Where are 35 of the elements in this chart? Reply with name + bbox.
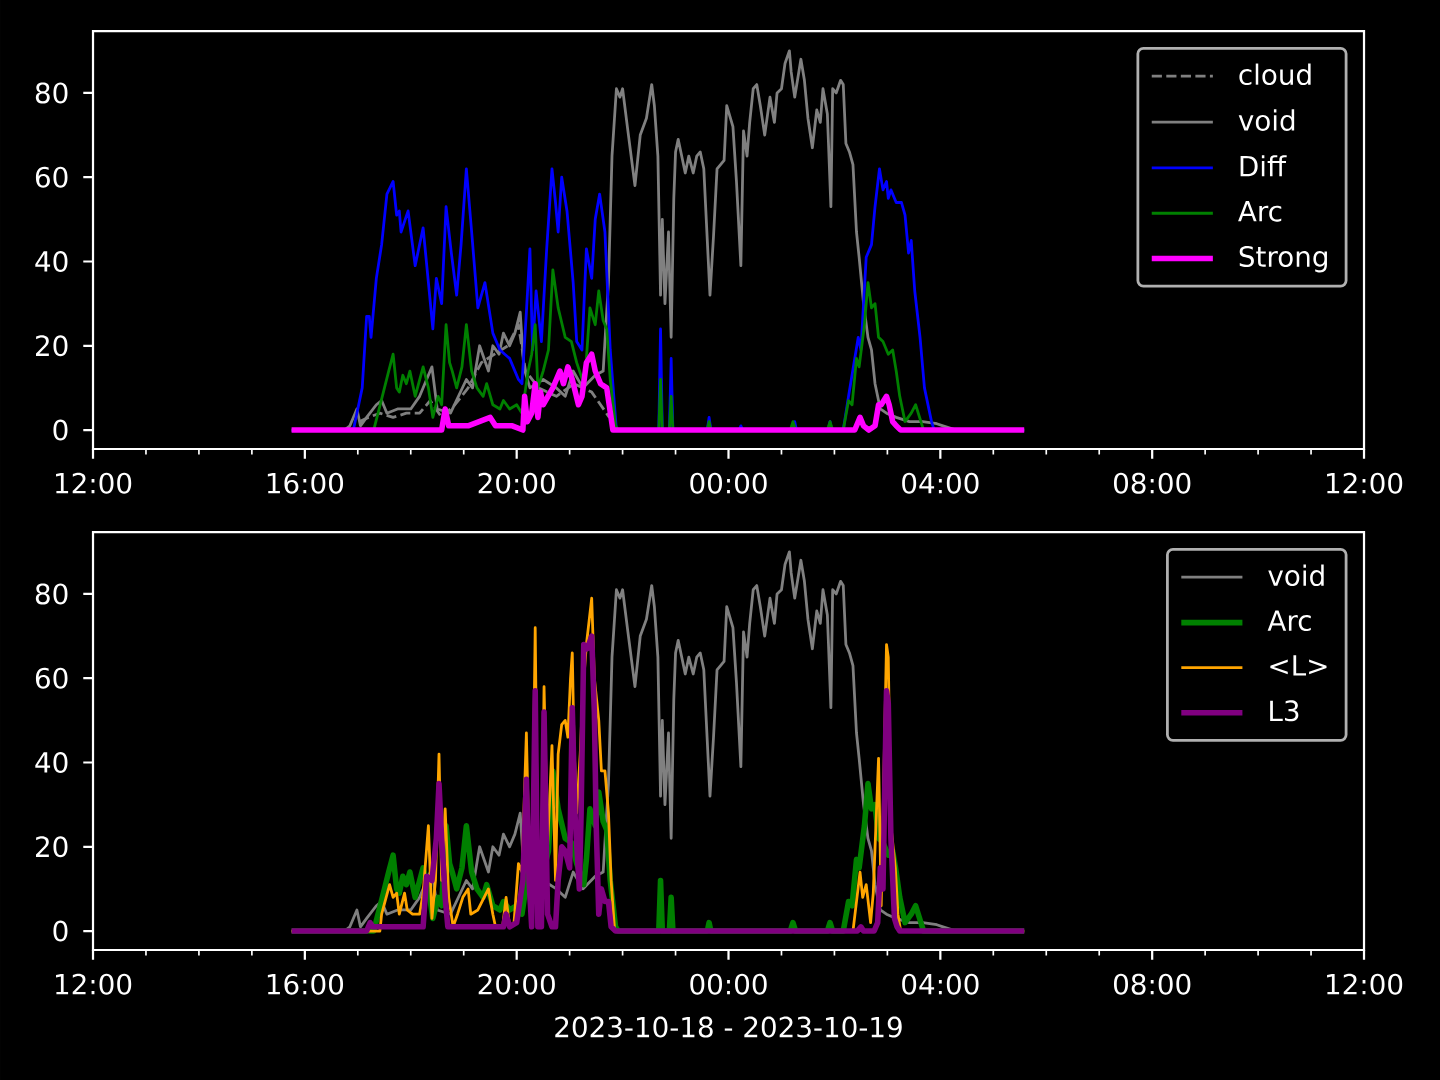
x-tick-label: 08:00 [1113, 472, 1191, 494]
y-tick-label: 40 [35, 250, 68, 272]
y-tick-label: 80 [35, 583, 68, 605]
legend-label: Diff [1240, 155, 1287, 177]
legend-label: cloud [1239, 63, 1311, 86]
line-series [358, 323, 611, 423]
x-tick-label: 20:00 [478, 472, 555, 494]
x-tick-label: 16:00 [267, 973, 344, 995]
x-tick-label: 04:00 [902, 472, 979, 494]
y-tick-label: 60 [35, 166, 68, 188]
legend-label: Arc [1267, 610, 1311, 632]
x-tick-label: 20:00 [478, 973, 555, 995]
y-tick-label: 20 [36, 836, 68, 858]
y-tick-label: 60 [35, 667, 68, 689]
legend-label: void [1238, 109, 1295, 131]
x-tick-label: 16:00 [267, 472, 344, 494]
y-tick-label: 0 [53, 419, 68, 441]
y-tick-label: 0 [53, 920, 68, 942]
x-tick-label: 12:00 [56, 472, 132, 494]
x-tick-label: 08:00 [1113, 973, 1191, 995]
x-tick-label: 12:00 [56, 973, 132, 995]
x-tick-label: 12:00 [1327, 973, 1403, 995]
x-tick-label: 12:00 [1327, 472, 1403, 494]
legend-label: <L> [1270, 655, 1327, 676]
x-tick-label: 00:00 [690, 973, 767, 995]
y-tick-label: 40 [35, 751, 68, 773]
x-axis-title: 2023-10-18 - 2023-10-19 [555, 1016, 902, 1038]
legend-label: void [1268, 564, 1324, 587]
legend-label: Strong [1239, 245, 1327, 273]
y-tick-label: 20 [36, 335, 68, 357]
x-tick-label: 04:00 [902, 973, 979, 995]
legend-label: Arc [1238, 201, 1282, 222]
legend-label: L3 [1270, 700, 1299, 722]
y-tick-label: 80 [35, 82, 68, 104]
x-tick-label: 00:00 [690, 472, 767, 494]
